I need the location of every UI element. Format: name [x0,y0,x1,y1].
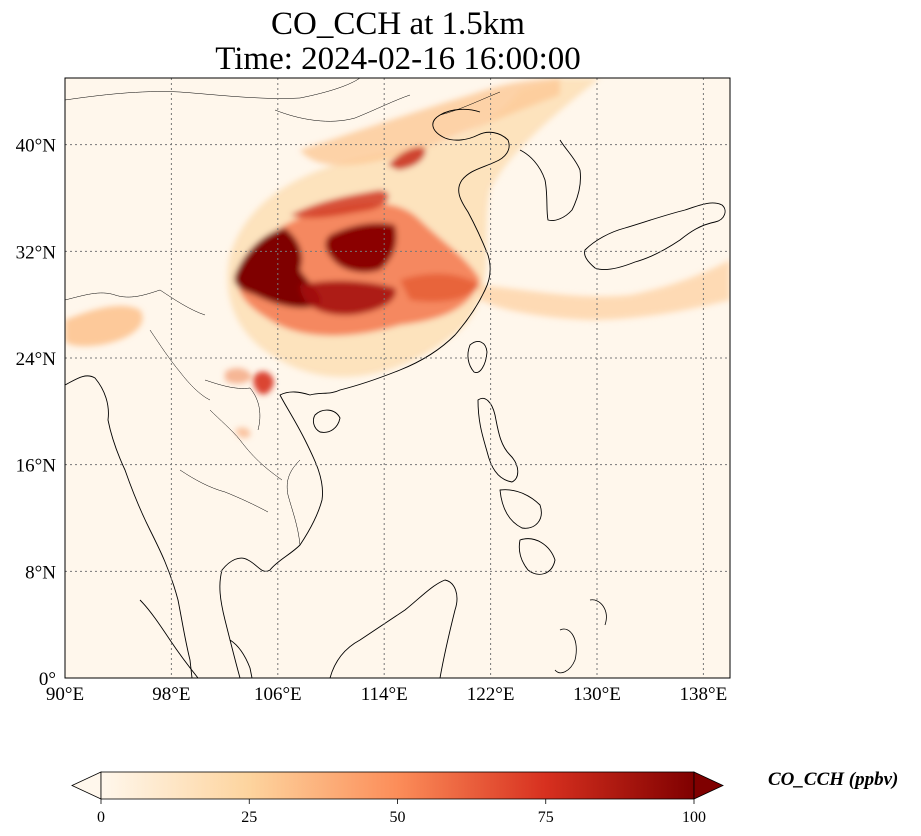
plume-north-streak [290,190,389,218]
y-tick-label: 24°N [16,349,57,370]
plume-layer [65,78,730,438]
colorbar-tick-label: 25 [241,809,257,826]
y-tick-label: 0° [39,669,56,690]
colorbar-bar [100,771,695,800]
coast-hainan [312,409,341,433]
border-southwest [65,289,301,546]
plume-yangtze-delta [400,273,480,302]
colorbar: 0 25 50 75 100 [71,771,724,826]
title-line1: CO_CCH at 1.5km [271,6,525,42]
colorbar-tick-label: 100 [682,809,706,826]
border-north [65,78,501,122]
plume-sichuan-core [234,228,321,308]
colorbar-tick-label: 50 [390,809,406,826]
plume-west [65,305,143,347]
plume-northeast [300,78,560,166]
colorbar-tick-label: 0 [97,809,105,826]
title-line2: Time: 2024-02-16 16:00:00 [215,41,581,77]
y-tick-label: 32°N [16,242,57,263]
x-tick-label: 130°E [573,684,621,705]
plume-hanoi [253,371,274,395]
coast-east-asia [65,108,510,678]
y-tick-label: 40°N [16,136,57,157]
x-tick-label: 106°E [254,684,302,705]
plume-hunan-core [300,280,396,316]
x-tick-label: 98°E [152,684,190,705]
coast-borneo [329,579,458,678]
colorbar-ticks: 0 25 50 75 100 [97,799,706,826]
coast-korea [519,139,581,221]
axes-frame [64,77,731,679]
plume-laos [225,368,252,384]
colorbar-tick-label: 75 [538,809,554,826]
y-tick-labels: 0° 8°N 16°N 24°N 32°N 40°N [16,136,57,690]
coast-sumatra-malay [139,599,253,678]
plume-ncp-streak [388,147,426,170]
plume-vietnam-central [235,427,251,438]
coast-taiwan [467,341,488,373]
x-tick-label: 114°E [361,684,408,705]
x-tick-label: 122°E [467,684,515,705]
x-tick-label: 90°E [46,684,84,705]
coast-luzon [477,397,556,575]
gridlines [65,78,730,678]
colorbar-extend-min [71,771,102,800]
colorbar-label: CO_CCH (ppbv) [768,769,899,790]
x-tick-labels: 90°E 98°E 106°E 114°E 122°E 130°E 138°E [46,684,727,705]
country-borders [65,78,501,546]
coast-japan [584,202,726,271]
colorbar-extend-max [693,771,724,800]
plume-east-outflow [480,260,730,320]
concentration-field [65,78,730,438]
coast-sulawesi [554,599,607,674]
coastlines [65,108,726,678]
y-tick-label: 16°N [16,456,57,477]
y-tick-label: 8°N [25,562,56,583]
plume-central-core [325,223,397,273]
x-tick-label: 138°E [680,684,728,705]
